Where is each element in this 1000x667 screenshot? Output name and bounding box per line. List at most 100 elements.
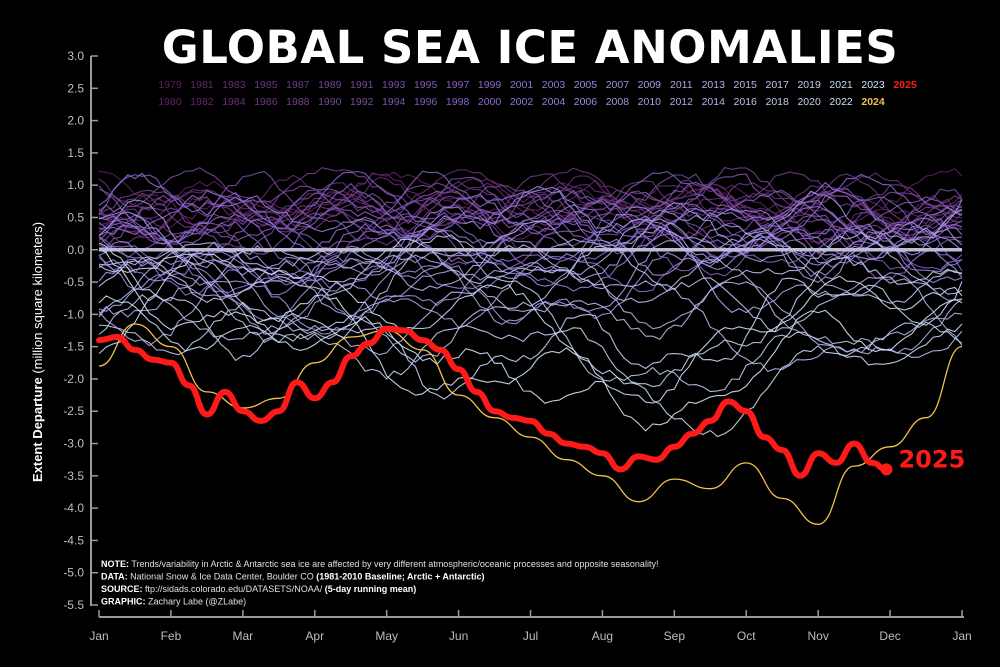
historical-year-line <box>98 181 963 294</box>
y-tick-label: 2.0 <box>67 114 84 128</box>
legend-year-2023: 2023 <box>861 79 885 91</box>
y-tick-label: -0.5 <box>63 275 84 289</box>
series-2025-label: 2025 <box>898 445 965 473</box>
legend-year-1980: 1980 <box>158 96 182 108</box>
legend-year-1991: 1991 <box>350 79 374 91</box>
x-tick-label: Oct <box>737 629 756 643</box>
historical-year-line <box>98 185 963 285</box>
historical-year-line <box>98 173 963 260</box>
legend-year-1994: 1994 <box>382 96 406 108</box>
x-tick-label: Jul <box>523 629 538 643</box>
y-tick-label: -1.5 <box>63 340 84 354</box>
note-label: DATA: <box>101 572 128 582</box>
legend-year-1986: 1986 <box>254 96 278 108</box>
legend-year-2022: 2022 <box>829 96 853 108</box>
legend-year-2013: 2013 <box>702 79 726 91</box>
note-line: GRAPHIC: Zachary Labe (@ZLabe) <box>101 597 246 607</box>
series-2024-line <box>98 323 963 525</box>
historical-year-line <box>98 248 963 432</box>
legend-year-2011: 2011 <box>670 79 693 91</box>
historical-year-line <box>98 171 963 266</box>
series-2025-end-marker <box>880 463 893 476</box>
note-emphasis: (1981-2010 Baseline; Arctic + Antarctic) <box>316 572 484 582</box>
legend-year-1999: 1999 <box>478 79 502 91</box>
legend-year-2000: 2000 <box>478 96 502 108</box>
y-tick-label: -4.0 <box>63 501 84 515</box>
legend-year-1981: 1981 <box>190 79 214 91</box>
legend-year-1990: 1990 <box>318 96 342 108</box>
legend-year-1979: 1979 <box>158 79 182 91</box>
y-ticks: 3.0 2.5 2.0 1.5 1.0 0.5 0.0 -0.5 -1.0 -1.5 -2.0 -2.… <box>63 49 98 612</box>
y-tick-label: -2.0 <box>63 372 84 386</box>
legend-year-1987: 1987 <box>286 79 310 91</box>
y-tick-label: -3.5 <box>63 469 84 483</box>
legend-year-2020: 2020 <box>797 96 821 108</box>
legend: 1979 1981 1983 1985 1987 1989 1991 1993 1995 1997… <box>158 79 917 108</box>
legend-year-1984: 1984 <box>222 96 246 108</box>
historical-year-line <box>98 225 963 346</box>
y-tick-label: 0.0 <box>67 243 84 257</box>
notes-block: NOTE: Trends/variability in Arctic & Ant… <box>101 559 658 607</box>
legend-year-2008: 2008 <box>606 96 630 108</box>
y-tick-label: 0.5 <box>67 210 84 224</box>
legend-year-2004: 2004 <box>542 96 566 108</box>
legend-year-2002: 2002 <box>510 96 534 108</box>
x-tick-label: Jan <box>89 629 108 643</box>
historical-year-line <box>98 231 963 356</box>
legend-year-1995: 1995 <box>414 79 438 91</box>
note-text: ftp://sidads.colorado.edu/DATASETS/NOAA/ <box>143 584 325 594</box>
x-tick-label: May <box>375 629 398 643</box>
historical-year-line <box>98 167 963 253</box>
x-tick-label: Jun <box>449 629 468 643</box>
x-tick-label: Feb <box>161 629 182 643</box>
x-tick-label: Sep <box>664 629 686 643</box>
legend-year-2015: 2015 <box>734 79 758 91</box>
y-axis-label-bold: Extent Departure <box>30 377 45 482</box>
x-tick-label: Apr <box>305 629 324 643</box>
historical-year-line <box>98 234 963 358</box>
y-tick-label: 1.0 <box>67 178 84 192</box>
legend-year-2012: 2012 <box>670 96 694 108</box>
historical-year-line <box>98 245 963 363</box>
y-tick-label: 1.5 <box>67 146 84 160</box>
legend-year-2005: 2005 <box>574 79 598 91</box>
chart-title: GLOBAL SEA ICE ANOMALIES <box>162 21 898 74</box>
historical-year-line <box>98 253 963 388</box>
note-emphasis: (5-day running mean) <box>325 584 417 594</box>
y-tick-label: 2.5 <box>67 81 84 95</box>
historical-year-line <box>98 166 963 258</box>
x-tick-label: Dec <box>879 629 900 643</box>
historical-year-line <box>98 252 963 438</box>
legend-year-2019: 2019 <box>797 79 821 91</box>
legend-year-2009: 2009 <box>638 79 662 91</box>
legend-year-2025: 2025 <box>893 79 917 91</box>
y-axis-label: Extent Departure (million square kilomet… <box>30 222 45 482</box>
legend-year-1992: 1992 <box>350 96 374 108</box>
legend-year-2024: 2024 <box>861 96 885 108</box>
legend-year-2006: 2006 <box>574 96 598 108</box>
x-tick-label: Jan <box>952 629 971 643</box>
legend-year-1993: 1993 <box>382 79 406 91</box>
y-tick-label: -2.5 <box>63 404 84 418</box>
y-tick-label: -5.5 <box>63 598 84 612</box>
historical-year-line <box>98 208 963 326</box>
y-tick-label: -3.0 <box>63 437 84 451</box>
legend-year-2018: 2018 <box>765 96 789 108</box>
note-label: NOTE: <box>101 559 129 569</box>
historical-year-line <box>98 202 963 335</box>
x-tick-label: Nov <box>807 629 828 643</box>
legend-year-2010: 2010 <box>638 96 662 108</box>
x-ticks: Jan Feb Mar Apr May Jun Jul Aug Sep Oct Nov Dec Jan <box>89 610 972 643</box>
note-line: SOURCE: ftp://sidads.colorado.edu/DATASE… <box>101 584 416 594</box>
legend-year-2016: 2016 <box>734 96 758 108</box>
legend-year-1989: 1989 <box>318 79 342 91</box>
series-2025-line <box>96 325 890 479</box>
note-line: NOTE: Trends/variability in Arctic & Ant… <box>101 559 658 569</box>
historical-year-line <box>98 167 963 258</box>
y-tick-label: -5.0 <box>63 566 84 580</box>
x-tick-label: Aug <box>592 629 613 643</box>
historical-year-line <box>98 206 963 322</box>
note-label: GRAPHIC: <box>101 597 146 607</box>
